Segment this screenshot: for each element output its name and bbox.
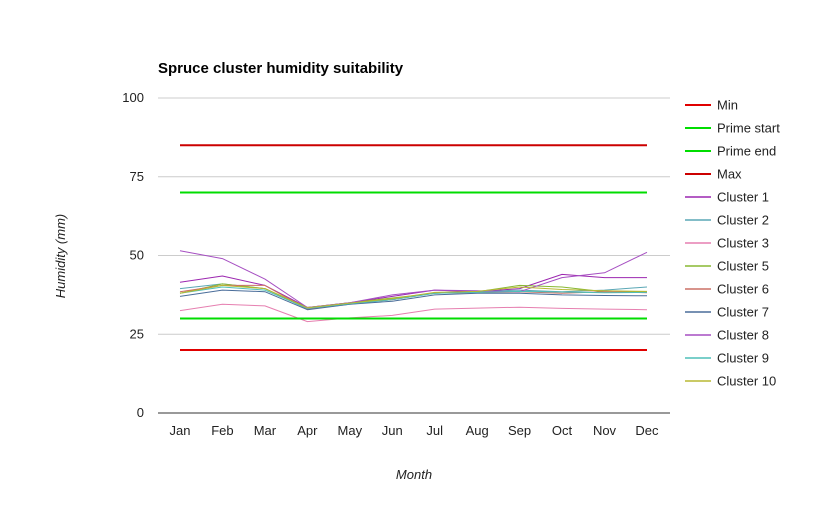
legend-label-prime-start: Prime start bbox=[717, 121, 780, 136]
legend-label-cluster-10: Cluster 10 bbox=[717, 374, 776, 389]
legend-label-cluster-5: Cluster 5 bbox=[717, 259, 769, 274]
axes: 0 25 50 75 100 Jan Feb Mar Apr May Jun Jul Aug Sep Oct… bbox=[122, 90, 670, 438]
x-tick-label: Mar bbox=[254, 423, 277, 438]
chart-title: Spruce cluster humidity suitability bbox=[158, 60, 404, 77]
y-axis-title: Humidity (mm) bbox=[53, 214, 68, 299]
series-line-cluster-10 bbox=[179, 284, 648, 309]
x-tick-label: Dec bbox=[635, 423, 659, 438]
legend-label-cluster-1: Cluster 1 bbox=[717, 190, 769, 205]
series-lines bbox=[179, 144, 648, 351]
y-tick-label: 25 bbox=[130, 326, 144, 341]
series-line-cluster-7 bbox=[179, 289, 648, 311]
x-axis-title: Month bbox=[396, 467, 432, 482]
x-tick-label: Jan bbox=[170, 423, 191, 438]
y-tick-label: 100 bbox=[122, 90, 144, 105]
legend-label-cluster-7: Cluster 7 bbox=[717, 305, 769, 320]
legend-label-min: Min bbox=[717, 98, 738, 113]
series-line-cluster-8 bbox=[179, 250, 648, 308]
x-tick-label: Feb bbox=[211, 423, 233, 438]
x-tick-label: Sep bbox=[508, 423, 531, 438]
x-tick-label: Nov bbox=[593, 423, 617, 438]
series-line-cluster-9 bbox=[179, 286, 648, 309]
y-tick-label: 0 bbox=[137, 405, 144, 420]
y-tick-label: 75 bbox=[130, 169, 144, 184]
legend-label-cluster-3: Cluster 3 bbox=[717, 236, 769, 251]
grid bbox=[158, 97, 670, 335]
x-tick-label: Jul bbox=[426, 423, 443, 438]
legend-label-cluster-9: Cluster 9 bbox=[717, 351, 769, 366]
y-tick-label: 50 bbox=[130, 248, 144, 263]
legend-label-max: Max bbox=[717, 167, 742, 182]
x-tick-label: Oct bbox=[552, 423, 573, 438]
legend-label-cluster-2: Cluster 2 bbox=[717, 213, 769, 228]
legend-label-cluster-8: Cluster 8 bbox=[717, 328, 769, 343]
legend-label-cluster-6: Cluster 6 bbox=[717, 282, 769, 297]
legend-label-prime-end: Prime end bbox=[717, 144, 776, 159]
x-tick-label: May bbox=[338, 423, 363, 438]
x-tick-label: Aug bbox=[466, 423, 489, 438]
series-line-cluster-3 bbox=[179, 303, 648, 323]
legend: Min Prime start Prime end Max Cluster 1 Clust… bbox=[685, 98, 780, 389]
series-line-cluster-1 bbox=[179, 273, 647, 308]
x-tick-label: Jun bbox=[382, 423, 403, 438]
x-tick-label: Apr bbox=[297, 423, 318, 438]
